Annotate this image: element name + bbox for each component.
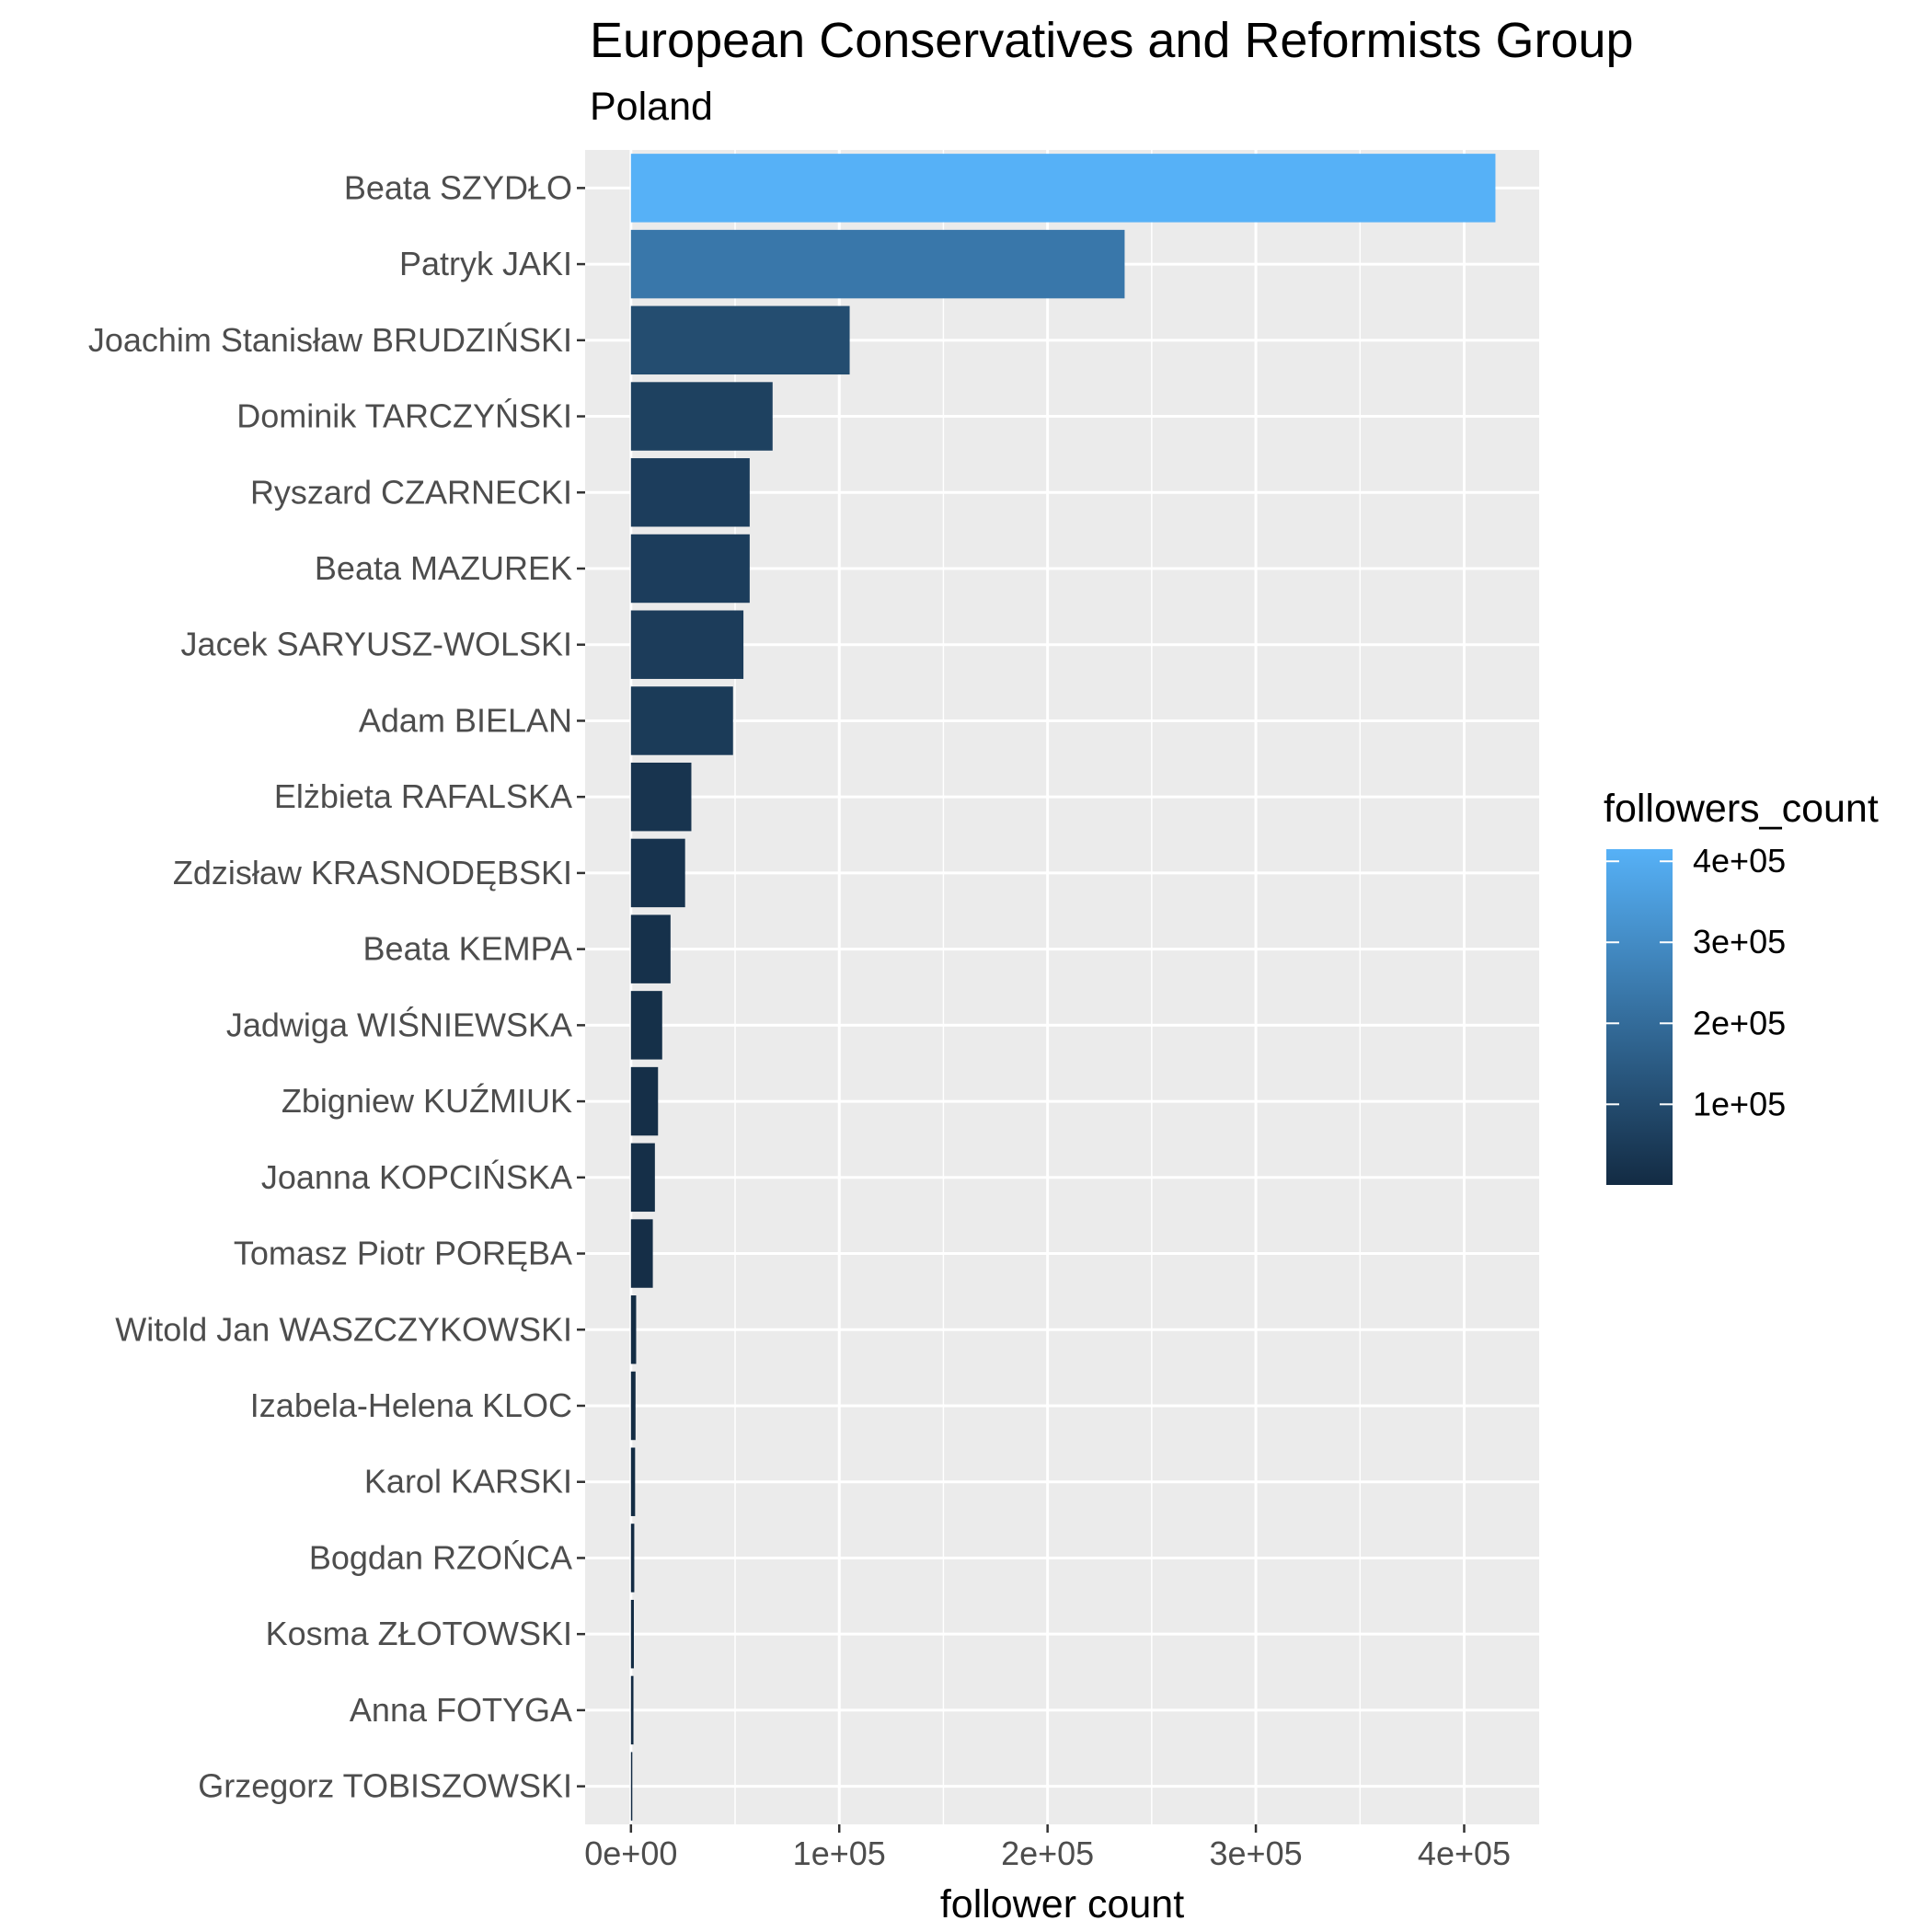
y-tick-label: Izabela-Helena KLOC — [250, 1386, 572, 1424]
bar — [630, 762, 692, 832]
x-tick-label: 3e+05 — [1210, 1834, 1303, 1872]
y-tick-label: Jadwiga WIŚNIEWSKA — [226, 1005, 572, 1043]
bar — [630, 914, 671, 983]
y-tick-label: Zbigniew KUŹMIUK — [282, 1082, 572, 1120]
bar — [630, 1599, 634, 1669]
y-tick-label: Beata SZYDŁO — [344, 168, 572, 206]
y-tick-label: Tomasz Piotr PORĘBA — [234, 1235, 572, 1272]
y-tick-label: Jacek SARYUSZ-WOLSKI — [181, 626, 572, 663]
y-tick-label: Adam BIELAN — [359, 701, 572, 739]
legend: followers_count 1e+05 2e+05 3e+05 4e+05 — [1604, 787, 1879, 1185]
chart-subtitle: Poland — [590, 85, 713, 129]
bar — [630, 991, 662, 1060]
bars — [630, 154, 1496, 1821]
legend-title: followers_count — [1604, 787, 1879, 831]
bar — [630, 229, 1125, 299]
y-tick-label: Beata KEMPA — [363, 930, 572, 968]
y-tick-label: Bogdan RZOŃCA — [309, 1538, 572, 1576]
bar — [630, 686, 733, 755]
bar — [630, 1524, 635, 1593]
y-tick-label: Dominik TARCZYŃSKI — [236, 397, 572, 435]
y-tick-label: Joachim Stanisław BRUDZIŃSKI — [88, 321, 572, 359]
bar — [630, 1066, 659, 1136]
bar — [630, 1295, 637, 1364]
x-axis-title: follower count — [940, 1882, 1184, 1926]
legend-colorbar — [1606, 849, 1673, 1185]
x-tick-label: 2e+05 — [1001, 1834, 1094, 1872]
y-tick-label: Anna FOTYGA — [350, 1691, 572, 1729]
legend-label: 2e+05 — [1693, 1004, 1786, 1041]
bar — [630, 1675, 634, 1745]
bar — [630, 1752, 633, 1821]
bar — [630, 1143, 655, 1213]
bar — [630, 838, 685, 908]
legend-label: 4e+05 — [1693, 842, 1786, 880]
y-tick-label: Elżbieta RAFALSKA — [274, 777, 572, 815]
y-tick-label: Joanna KOPCIŃSKA — [261, 1158, 572, 1196]
x-tick-label: 0e+00 — [584, 1834, 677, 1872]
bar — [630, 458, 750, 527]
y-tick-label: Kosma ZŁOTOWSKI — [266, 1615, 572, 1652]
y-tick-label: Beata MAZUREK — [315, 549, 572, 587]
x-tick-label: 1e+05 — [793, 1834, 886, 1872]
chart-title: European Conservatives and Reformists Gr… — [590, 13, 1634, 68]
legend-label: 1e+05 — [1693, 1085, 1786, 1122]
y-tick-label: Witold Jan WASZCZYKOWSKI — [115, 1310, 572, 1348]
y-axis: Beata SZYDŁO Patryk JAKI Joachim Stanisław… — [88, 168, 585, 1805]
y-tick-label: Grzegorz TOBISZOWSKI — [198, 1767, 572, 1805]
legend-label: 3e+05 — [1693, 923, 1786, 960]
x-tick-label: 4e+05 — [1418, 1834, 1511, 1872]
bar — [630, 610, 744, 679]
bar — [630, 382, 773, 451]
y-tick-label: Zdzisław KRASNODĘBSKI — [173, 854, 572, 891]
x-axis: 0e+00 1e+05 2e+05 3e+05 4e+05 — [584, 1824, 1511, 1872]
bar — [630, 154, 1496, 223]
y-tick-label: Patryk JAKI — [399, 245, 572, 282]
bar — [630, 1371, 636, 1441]
bar — [630, 1447, 636, 1516]
y-tick-label: Ryszard CZARNECKI — [250, 473, 572, 511]
bar — [630, 534, 750, 604]
bar — [630, 305, 850, 375]
y-tick-label: Karol KARSKI — [364, 1463, 572, 1501]
bar — [630, 1219, 653, 1288]
